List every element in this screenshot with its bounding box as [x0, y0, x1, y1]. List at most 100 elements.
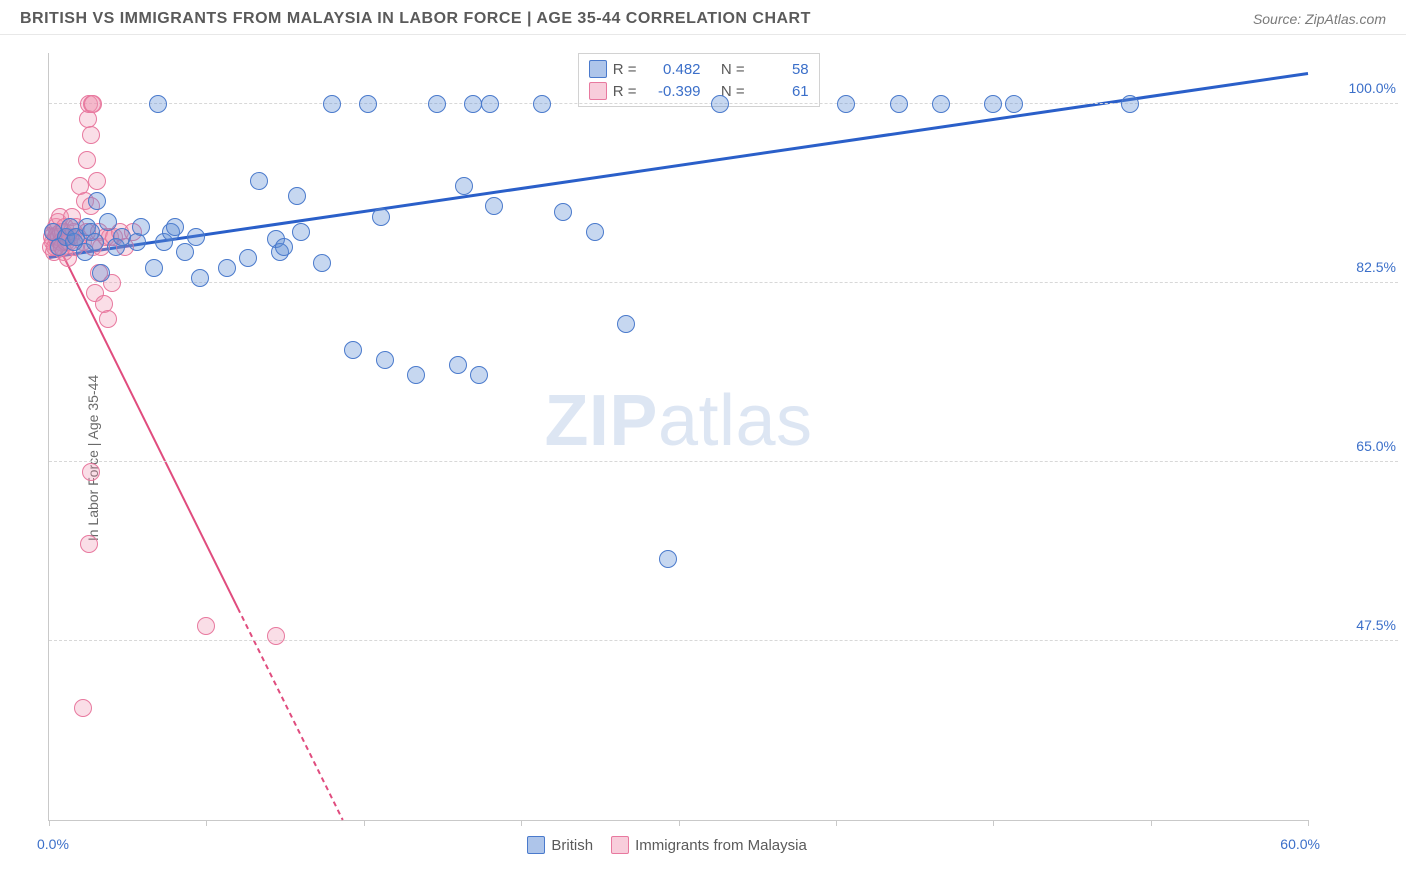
point-immigrants	[74, 699, 92, 717]
x-tick	[679, 820, 680, 826]
point-british	[176, 243, 194, 261]
r-label: R =	[613, 83, 637, 100]
bottom-legend: British Immigrants from Malaysia	[527, 836, 806, 854]
point-british	[1005, 95, 1023, 113]
point-immigrants	[99, 310, 117, 328]
point-british	[145, 259, 163, 277]
gridline	[49, 282, 1398, 283]
legend-swatch-immigrants-icon	[611, 836, 629, 854]
n-label: N =	[721, 61, 745, 78]
y-tick-label: 47.5%	[1316, 617, 1396, 633]
point-british	[132, 218, 150, 236]
point-british	[323, 95, 341, 113]
x-tick	[206, 820, 207, 826]
legend-label-immigrants: Immigrants from Malaysia	[635, 837, 807, 854]
point-british	[376, 351, 394, 369]
regression-lines	[49, 53, 1308, 820]
point-british	[149, 95, 167, 113]
r-label: R =	[613, 61, 637, 78]
point-immigrants	[82, 463, 100, 481]
x-tick	[1151, 820, 1152, 826]
swatch-british-icon	[589, 60, 607, 78]
y-tick-label: 100.0%	[1316, 80, 1396, 96]
point-british	[407, 366, 425, 384]
x-tick	[993, 820, 994, 826]
point-immigrants	[80, 535, 98, 553]
legend-item-british: British	[527, 836, 593, 854]
point-immigrants	[78, 151, 96, 169]
point-british	[288, 187, 306, 205]
point-british	[659, 550, 677, 568]
y-tick-label: 82.5%	[1316, 259, 1396, 275]
point-british	[481, 95, 499, 113]
r-value-british: 0.482	[643, 61, 701, 78]
legend-label-british: British	[551, 837, 593, 854]
point-british	[428, 95, 446, 113]
n-value-immigrants: 61	[751, 83, 809, 100]
point-british	[86, 233, 104, 251]
correlation-stats-box: R = 0.482 N = 58 R = -0.399 N = 61	[578, 53, 820, 107]
point-british	[250, 172, 268, 190]
point-british	[932, 95, 950, 113]
chart-container: In Labor Force | Age 35-44 ZIPatlas R = …	[0, 35, 1406, 881]
y-tick-label: 65.0%	[1316, 438, 1396, 454]
watermark-atlas: atlas	[658, 381, 813, 461]
chart-header: BRITISH VS IMMIGRANTS FROM MALAYSIA IN L…	[0, 0, 1406, 35]
point-british	[470, 366, 488, 384]
point-british	[890, 95, 908, 113]
point-immigrants	[267, 627, 285, 645]
point-british	[292, 223, 310, 241]
point-british	[344, 341, 362, 359]
source-attribution: Source: ZipAtlas.com	[1253, 11, 1386, 27]
point-british	[533, 95, 551, 113]
gridline	[49, 461, 1398, 462]
point-immigrants	[197, 617, 215, 635]
point-british	[128, 233, 146, 251]
point-british	[88, 192, 106, 210]
point-british	[372, 208, 390, 226]
x-axis-label-60: 60.0%	[1280, 836, 1320, 852]
point-immigrants	[84, 95, 102, 113]
stats-row-immigrants: R = -0.399 N = 61	[589, 80, 809, 102]
point-british	[1121, 95, 1139, 113]
gridline	[49, 640, 1398, 641]
chart-title: BRITISH VS IMMIGRANTS FROM MALAYSIA IN L…	[20, 10, 811, 28]
point-british	[455, 177, 473, 195]
point-british	[464, 95, 482, 113]
point-british	[275, 238, 293, 256]
point-immigrants	[82, 126, 100, 144]
point-british	[449, 356, 467, 374]
x-tick	[836, 820, 837, 826]
x-tick	[364, 820, 365, 826]
watermark-zip: ZIP	[544, 381, 658, 461]
watermark: ZIPatlas	[544, 380, 812, 462]
point-british	[239, 249, 257, 267]
swatch-immigrants-icon	[589, 82, 607, 100]
point-immigrants	[88, 172, 106, 190]
point-british	[984, 95, 1002, 113]
x-tick	[1308, 820, 1309, 826]
legend-item-immigrants: Immigrants from Malaysia	[611, 836, 807, 854]
x-axis-label-0: 0.0%	[37, 836, 69, 852]
point-british	[554, 203, 572, 221]
point-british	[187, 228, 205, 246]
scatter-plot: ZIPatlas R = 0.482 N = 58 R = -0.399 N =…	[48, 53, 1308, 821]
point-british	[586, 223, 604, 241]
point-british	[191, 269, 209, 287]
point-british	[485, 197, 503, 215]
legend-swatch-british-icon	[527, 836, 545, 854]
point-british	[99, 213, 117, 231]
point-british	[711, 95, 729, 113]
point-british	[92, 264, 110, 282]
point-british	[837, 95, 855, 113]
r-value-immigrants: -0.399	[643, 83, 701, 100]
x-tick	[521, 820, 522, 826]
n-value-british: 58	[751, 61, 809, 78]
x-tick	[49, 820, 50, 826]
point-british	[359, 95, 377, 113]
stats-row-british: R = 0.482 N = 58	[589, 58, 809, 80]
point-british	[617, 315, 635, 333]
point-british	[166, 218, 184, 236]
point-british	[218, 259, 236, 277]
point-british	[313, 254, 331, 272]
